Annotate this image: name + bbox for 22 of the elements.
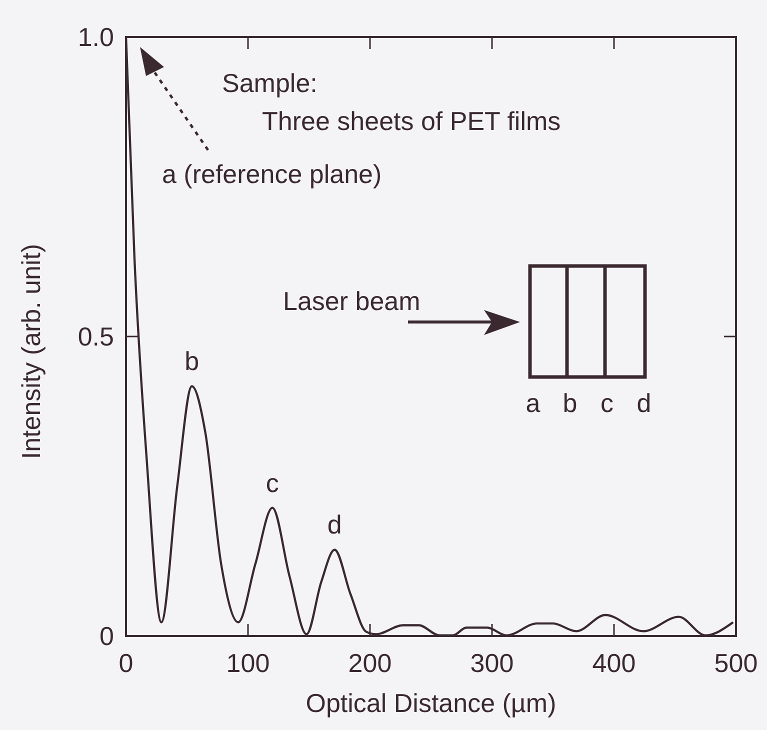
annotation: Laser beam — [283, 286, 420, 316]
y-tick-label: 0.5 — [78, 322, 114, 352]
annotation: b — [562, 388, 578, 418]
annotation: d — [327, 510, 342, 540]
x-tick-label: 0 — [118, 648, 134, 678]
annotation: d — [636, 388, 652, 418]
annotation: Three sheets of PET films — [262, 106, 561, 136]
annotation: Sample: — [222, 68, 318, 98]
x-tick-label: 200 — [348, 648, 392, 678]
y-axis-title: Intensity (arb. unit) — [16, 244, 46, 460]
annotation: c — [600, 388, 614, 418]
annotation: c — [266, 468, 279, 498]
x-tick-label: 300 — [470, 648, 514, 678]
y-tick-label: 1.0 — [78, 22, 114, 52]
annotation: b — [184, 346, 200, 376]
x-tick-label: 100 — [226, 648, 270, 678]
x-tick-label: 400 — [592, 648, 636, 678]
x-tick-label: 500 — [714, 648, 758, 678]
annotation: a — [526, 388, 541, 418]
y-tick-label: 0 — [100, 621, 114, 651]
annotation: a (reference plane) — [162, 159, 382, 189]
x-axis-title: Optical Distance (µm) — [306, 688, 556, 718]
